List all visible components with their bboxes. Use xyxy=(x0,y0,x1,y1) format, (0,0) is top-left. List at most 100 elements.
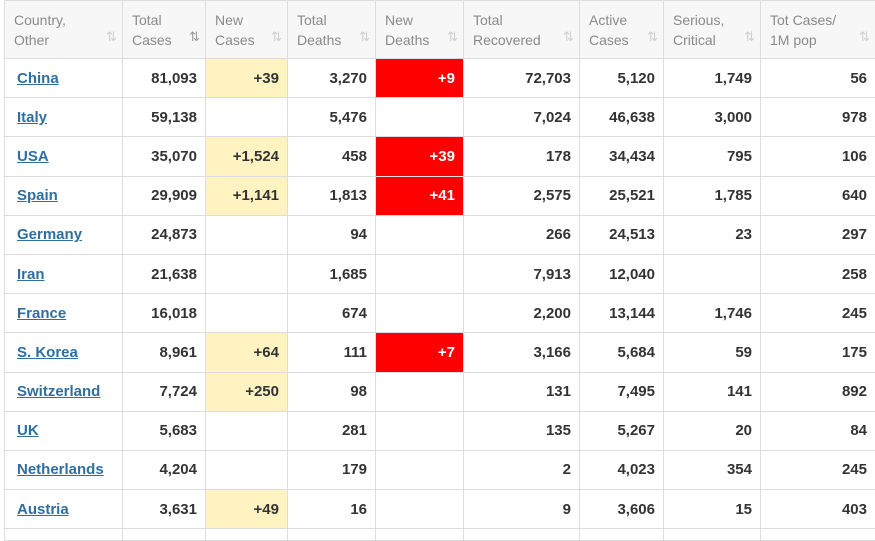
cell-serious-critical: 141 xyxy=(664,372,761,411)
cell-serious-critical: 1,785 xyxy=(664,176,761,215)
cell-total-deaths: 5,476 xyxy=(288,98,376,137)
cell-new-cases xyxy=(206,294,288,333)
cell-active-cases: 4,023 xyxy=(580,450,664,489)
cell-active-cases: 46,638 xyxy=(580,98,664,137)
cell-total-cases: 35,070 xyxy=(123,137,206,176)
cell-total-deaths: 674 xyxy=(288,294,376,333)
sort-icon[interactable]: ⇅ xyxy=(563,27,571,47)
cell-total-recovered: 7,913 xyxy=(464,254,580,293)
cell-total-deaths: 94 xyxy=(288,215,376,254)
cell-total-recovered: 2 xyxy=(464,450,580,489)
country-link[interactable]: Italy xyxy=(17,109,47,126)
country-link[interactable]: France xyxy=(17,305,66,322)
cell-country: Netherlands xyxy=(5,450,123,489)
column-header-label-line1: Total xyxy=(473,10,571,30)
cell-tot-cases-1m: 245 xyxy=(761,450,875,489)
cell-new-cases: +49 xyxy=(206,490,288,529)
sort-icon[interactable]: ⇅ xyxy=(744,27,752,47)
column-header-label-line1: Active xyxy=(589,10,655,30)
country-link[interactable]: Germany xyxy=(17,226,82,243)
column-header-label-line2: 1M pop xyxy=(770,30,867,50)
cell-new-deaths: +41 xyxy=(376,176,464,215)
cell-total-recovered: 3,166 xyxy=(464,333,580,372)
country-link[interactable]: China xyxy=(17,70,59,87)
cell-serious-critical: 354 xyxy=(664,450,761,489)
cell-active-cases: 12,040 xyxy=(580,254,664,293)
cell-new-deaths xyxy=(376,372,464,411)
column-header-serious-critical[interactable]: Serious,Critical⇅ xyxy=(664,1,761,59)
sort-icon[interactable]: ⇅ xyxy=(271,27,279,47)
table-row-partial xyxy=(5,529,875,541)
cell-tot-cases-1m: 175 xyxy=(761,333,875,372)
sort-icon[interactable]: ⇅ xyxy=(106,27,114,47)
cell-active-cases: 25,521 xyxy=(580,176,664,215)
country-link[interactable]: Switzerland xyxy=(17,383,100,400)
column-header-country[interactable]: Country,Other⇅ xyxy=(5,1,123,59)
cell-tot-cases-1m: 258 xyxy=(761,254,875,293)
cell-tot-cases-1m: 245 xyxy=(761,294,875,333)
cell-new-deaths: +9 xyxy=(376,59,464,98)
country-link[interactable]: Iran xyxy=(17,266,45,283)
cell-total-recovered: 72,703 xyxy=(464,59,580,98)
country-link[interactable]: S. Korea xyxy=(17,344,78,361)
cell-total-deaths: 1,813 xyxy=(288,176,376,215)
cell-active-cases: 7,495 xyxy=(580,372,664,411)
cell-new-deaths xyxy=(376,450,464,489)
column-header-tot-cases-1m-pop[interactable]: Tot Cases/1M pop⇅ xyxy=(761,1,875,59)
cell-tot-cases-1m: 403 xyxy=(761,490,875,529)
sort-icon[interactable]: ⇅ xyxy=(647,27,655,47)
cell-new-cases: +64 xyxy=(206,333,288,372)
cell-total-cases: 3,631 xyxy=(123,490,206,529)
column-header-label-line1: Serious, xyxy=(673,10,752,30)
cell-country: Austria xyxy=(5,490,123,529)
column-header-label-line2: Cases xyxy=(589,30,655,50)
cell-country: Spain xyxy=(5,176,123,215)
cell-empty xyxy=(761,529,875,541)
cell-total-recovered: 9 xyxy=(464,490,580,529)
column-header-label-line1: New xyxy=(385,10,455,30)
cell-serious-critical: 23 xyxy=(664,215,761,254)
cell-empty xyxy=(288,529,376,541)
sort-icon[interactable]: ⇅ xyxy=(447,27,455,47)
cell-new-deaths: +7 xyxy=(376,333,464,372)
cell-serious-critical: 59 xyxy=(664,333,761,372)
cell-new-cases xyxy=(206,411,288,450)
cell-active-cases: 3,606 xyxy=(580,490,664,529)
cell-country: Italy xyxy=(5,98,123,137)
sort-icon[interactable]: ⇅ xyxy=(359,27,367,47)
sort-icon[interactable]: ⇅ xyxy=(189,27,197,47)
cell-serious-critical: 1,749 xyxy=(664,59,761,98)
cell-total-deaths: 3,270 xyxy=(288,59,376,98)
column-header-label-line2: Other xyxy=(14,30,114,50)
sort-icon[interactable]: ⇅ xyxy=(859,27,867,47)
country-link[interactable]: USA xyxy=(17,148,49,165)
cell-country: France xyxy=(5,294,123,333)
cell-tot-cases-1m: 892 xyxy=(761,372,875,411)
country-link[interactable]: UK xyxy=(17,422,39,439)
cell-empty xyxy=(464,529,580,541)
country-link[interactable]: Spain xyxy=(17,187,58,204)
cell-total-recovered: 266 xyxy=(464,215,580,254)
cell-total-cases: 59,138 xyxy=(123,98,206,137)
country-link[interactable]: Austria xyxy=(17,501,69,518)
column-header-label-line1: Country, xyxy=(14,10,114,30)
country-link[interactable]: Netherlands xyxy=(17,461,104,478)
cell-serious-critical: 795 xyxy=(664,137,761,176)
